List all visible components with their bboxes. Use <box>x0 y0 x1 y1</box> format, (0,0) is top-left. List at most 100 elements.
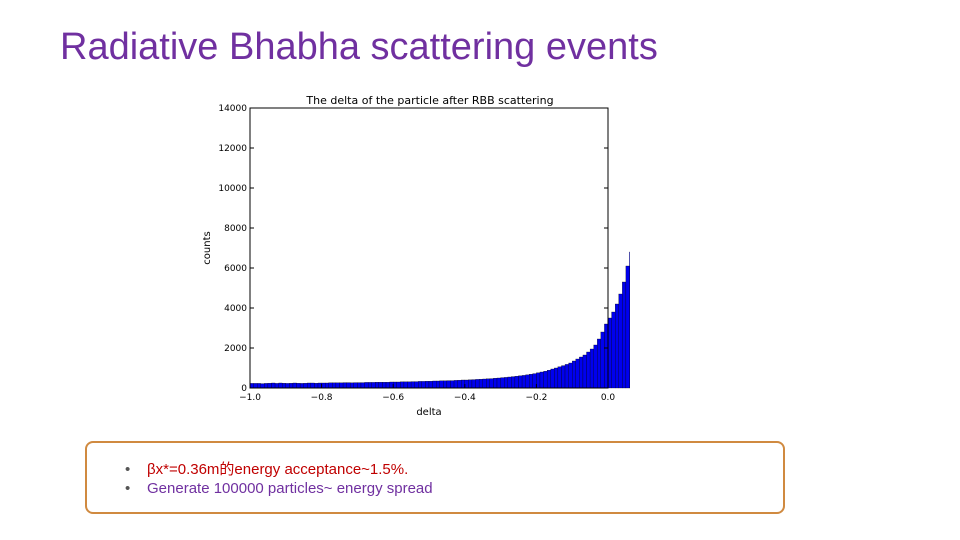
histogram-bar <box>393 381 397 389</box>
histogram-bar <box>367 382 372 389</box>
x-tick-label: −1.0 <box>239 393 261 403</box>
histogram-bar <box>615 303 619 389</box>
bullet-text: Generate 100000 particles~ energy spread <box>147 480 433 497</box>
histogram-bar <box>604 323 609 389</box>
y-tick-label: 2000 <box>224 344 247 354</box>
histogram-bar <box>543 371 548 389</box>
histogram-bar <box>425 381 430 389</box>
histogram-bar <box>586 351 591 389</box>
slide-title: Radiative Bhabha scattering events <box>60 26 658 68</box>
histogram-bar <box>625 265 630 389</box>
chart-title: The delta of the particle after RBB scat… <box>305 94 553 107</box>
histogram-chart: The delta of the particle after RBB scat… <box>202 94 630 418</box>
histogram-bar <box>525 374 530 389</box>
histogram-bar <box>285 383 290 389</box>
y-ticks: 0 2000 4000 6000 8000 10000 12000 14000 <box>218 104 608 394</box>
histogram-bar <box>568 362 573 389</box>
x-axis-label: delta <box>416 407 441 418</box>
histogram-bar <box>289 383 294 389</box>
histogram-bar <box>428 381 433 389</box>
histogram-bar <box>471 379 476 389</box>
bars-group <box>249 251 630 389</box>
histogram-bar <box>518 375 523 389</box>
histogram-bar <box>600 331 605 389</box>
histogram-bar <box>500 377 505 389</box>
histogram-bar <box>303 383 308 389</box>
x-ticks: −1.0 −0.8 −0.6 −0.4 −0.2 0.0 <box>239 384 615 403</box>
histogram-bar <box>461 379 465 389</box>
histogram-bar <box>564 364 569 389</box>
histogram-bar <box>536 372 541 389</box>
histogram-bar <box>335 382 340 389</box>
histogram-bar <box>557 366 562 389</box>
histogram-bar <box>325 382 329 389</box>
histogram-bar <box>292 382 297 389</box>
histogram-bar <box>350 382 354 389</box>
y-tick-label: 4000 <box>224 304 247 314</box>
histogram-bar <box>464 379 469 389</box>
histogram-bar <box>410 381 415 389</box>
histogram-bar <box>271 382 276 389</box>
y-tick-label: 8000 <box>224 224 247 234</box>
histogram-bar <box>539 371 544 389</box>
histogram-bar <box>360 382 365 389</box>
histogram-bar <box>353 382 358 389</box>
histogram-bar <box>299 383 304 389</box>
histogram-bar <box>346 382 351 389</box>
histogram-bar <box>493 378 498 389</box>
histogram-bar <box>589 348 594 389</box>
histogram-bar <box>532 373 537 389</box>
histogram-bar <box>378 382 383 389</box>
histogram-bar <box>389 381 394 389</box>
histogram-bar <box>432 380 437 389</box>
y-axis-label: counts <box>202 231 213 264</box>
histogram-bar <box>310 382 315 389</box>
bullet-marker: • <box>125 461 131 478</box>
histogram-bar <box>550 368 555 389</box>
y-tick-label: 12000 <box>218 144 247 154</box>
histogram-bar <box>629 251 630 389</box>
histogram-bar <box>582 354 587 389</box>
histogram-bar <box>443 380 448 389</box>
histogram-bar <box>328 382 333 389</box>
histogram-bar <box>453 380 458 389</box>
bullet-item: • βx*=0.36m的energy acceptance~1.5%. <box>125 458 408 479</box>
bullet-item: • Generate 100000 particles~ energy sprea… <box>125 480 433 497</box>
bullet-text: βx*=0.36m的energy acceptance~1.5%. <box>147 461 409 478</box>
histogram-bar <box>446 380 451 389</box>
histogram-bar <box>385 382 390 389</box>
histogram-bar <box>414 381 419 389</box>
histogram-bar <box>357 382 362 389</box>
histogram-bar <box>521 375 526 389</box>
histogram-bar <box>249 383 254 389</box>
histogram-bar <box>546 370 551 389</box>
histogram-bar <box>375 382 380 389</box>
histogram-bar <box>371 382 376 389</box>
histogram-bar <box>529 374 533 389</box>
histogram-bar <box>475 379 480 389</box>
histogram-bar <box>407 381 412 389</box>
plot-frame <box>249 107 609 389</box>
histogram-bar <box>436 380 440 389</box>
histogram-bar <box>382 382 387 389</box>
histogram-bar <box>504 377 508 389</box>
histogram-bar <box>260 383 265 389</box>
histogram-bar <box>253 383 258 389</box>
histogram-bar <box>622 281 627 389</box>
histogram-bar <box>593 344 598 389</box>
histogram-bar <box>418 381 422 389</box>
histogram-bar <box>489 378 494 389</box>
bullet-box: • βx*=0.36m的energy acceptance~1.5%. • Gene… <box>85 441 785 514</box>
histogram-bar <box>478 379 483 389</box>
histogram-bar <box>282 383 286 389</box>
histogram-bar <box>264 383 269 389</box>
histogram-bar <box>317 382 322 389</box>
x-tick-label: 0.0 <box>601 393 616 403</box>
histogram-bar <box>439 380 444 389</box>
bullet-marker: • <box>125 480 131 497</box>
x-tick-label: −0.4 <box>454 393 476 403</box>
histogram-bar <box>364 382 369 389</box>
histogram-bar <box>321 382 326 389</box>
histogram-bar <box>421 381 426 389</box>
histogram-bar <box>257 383 261 389</box>
